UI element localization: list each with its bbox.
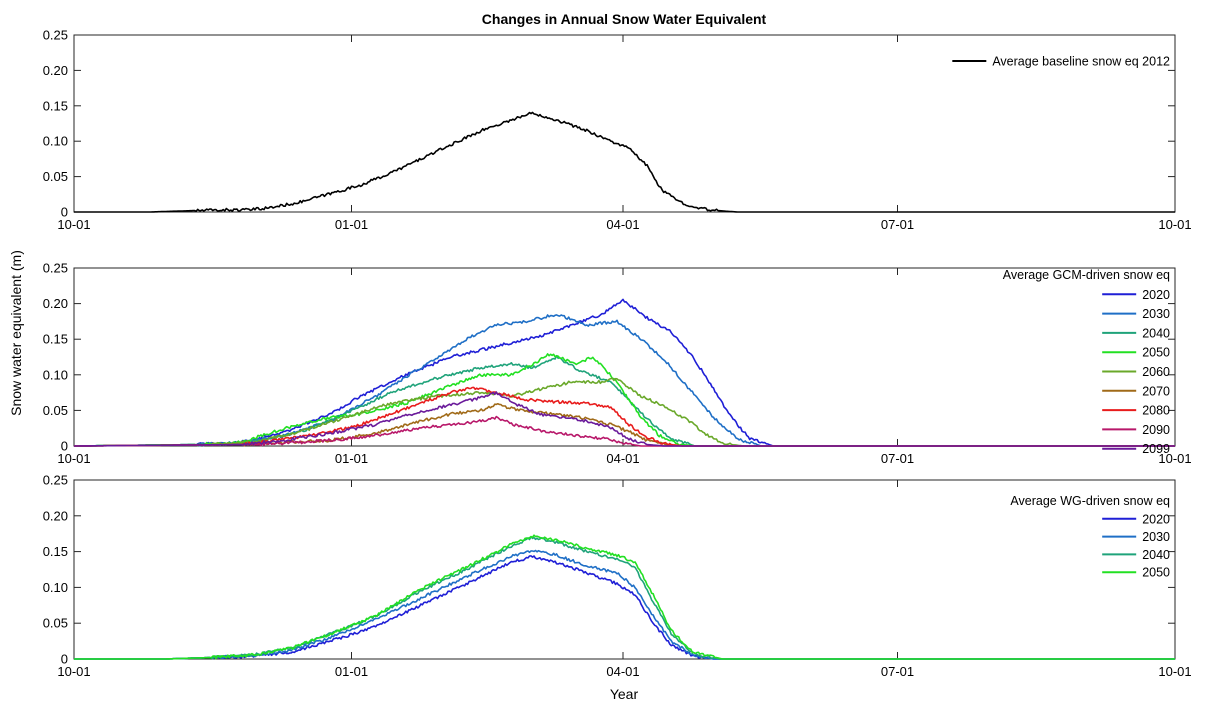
legend-label: 2090 [1142,423,1170,437]
y-tick-label: 0 [61,652,68,667]
legend-label: 2099 [1142,442,1170,456]
y-tick-label: 0.05 [43,616,68,631]
x-tick-label: 10-01 [1158,451,1191,466]
plot-frame [73,479,1176,660]
legend-label: 2050 [1142,566,1170,580]
legend-label: 2060 [1142,365,1170,379]
x-tick-label: 04-01 [606,451,639,466]
y-tick-label: 0.10 [43,580,68,595]
y-tick-label: 0.15 [43,332,68,347]
x-tick-label: 10-01 [57,217,90,232]
plot-frame [73,267,1176,447]
y-tick-label: 0 [61,205,68,220]
y-tick-label: 0.10 [43,367,68,382]
y-tick-label: 0 [61,439,68,454]
legend-label: 2040 [1142,326,1170,340]
x-tick-label: 01-01 [335,451,368,466]
x-tick-label: 10-01 [57,451,90,466]
y-tick-label: 0.20 [43,63,68,78]
x-tick-label: 04-01 [606,664,639,679]
legend-title: Average WG-driven snow eq [1010,494,1170,508]
legend-title: Average GCM-driven snow eq [1003,268,1170,282]
panel-2: 0 0.05 0.10 0.15 0.20 0.25 10-01 01-01 04-01 07-0… [43,261,1192,467]
legend: Average GCM-driven snow eq 2020 2030 2040 20… [1003,268,1170,456]
y-tick-label: 0.25 [43,261,68,276]
x-tick-label: 10-01 [1158,664,1191,679]
series-line-average-baseline-snow-eq-2012 [74,111,1175,213]
y-tick-label: 0.25 [43,473,68,488]
legend-label: 2050 [1142,346,1170,360]
y-tick-label: 0.10 [43,134,68,149]
legend-label: 2040 [1142,548,1170,562]
legend: Average WG-driven snow eq 2020 2030 2040 205… [1010,494,1170,580]
plot-frame [73,34,1176,213]
legend-label: 2030 [1142,307,1170,321]
legend: Average baseline snow eq 2012 [952,55,1170,69]
y-axis-label: Snow water equivalent (m) [8,250,24,416]
y-tick-label: 0.15 [43,98,68,113]
legend-label: 2080 [1142,404,1170,418]
series-line-2050 [74,534,1175,660]
panel-1: 0 0.05 0.10 0.15 0.20 0.25 10-01 01-01 04-01 07-0… [43,28,1192,233]
legend-label: 2030 [1142,530,1170,544]
y-tick-label: 0.25 [43,28,68,43]
panel-3: 0 0.05 0.10 0.15 0.20 0.25 10-01 01-01 04-01 07-0… [43,473,1192,680]
x-tick-label: 10-01 [57,664,90,679]
y-tick-label: 0.15 [43,544,68,559]
x-tick-label: 07-01 [881,451,914,466]
x-axis-label: Year [610,686,639,702]
x-tick-label: 04-01 [606,217,639,232]
panels: 0 0.05 0.10 0.15 0.20 0.25 10-01 01-01 04-01 07-0… [43,28,1192,680]
y-tick-label: 0.05 [43,169,68,184]
legend-label: Average baseline snow eq 2012 [992,55,1170,69]
y-tick-label: 0.05 [43,403,68,418]
x-tick-label: 07-01 [881,217,914,232]
legend-label: 2020 [1142,512,1170,526]
legend-label: 2020 [1142,288,1170,302]
x-tick-label: 01-01 [335,217,368,232]
chart-title: Changes in Annual Snow Water Equivalent [482,11,767,27]
x-tick-label: 10-01 [1158,217,1191,232]
series-line-2099 [74,391,1175,447]
y-tick-label: 0.20 [43,296,68,311]
y-tick-label: 0.20 [43,508,68,523]
x-tick-label: 01-01 [335,664,368,679]
legend-label: 2070 [1142,384,1170,398]
x-tick-label: 07-01 [881,664,914,679]
